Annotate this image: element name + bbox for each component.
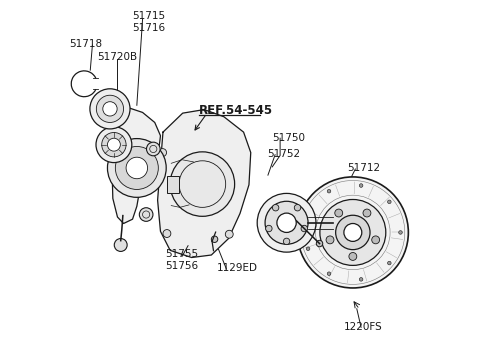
Text: 51712: 51712 xyxy=(348,163,381,173)
Circle shape xyxy=(108,138,120,151)
Polygon shape xyxy=(157,110,251,257)
Circle shape xyxy=(114,239,127,251)
Circle shape xyxy=(146,142,160,156)
Circle shape xyxy=(102,132,126,157)
Circle shape xyxy=(387,261,391,265)
Text: 1220FS: 1220FS xyxy=(344,322,383,332)
Circle shape xyxy=(327,272,331,275)
Text: 1129ED: 1129ED xyxy=(216,263,258,273)
Text: 51715: 51715 xyxy=(132,11,165,21)
Circle shape xyxy=(294,204,301,211)
Circle shape xyxy=(363,209,371,217)
Circle shape xyxy=(159,149,167,157)
Circle shape xyxy=(301,225,308,232)
Text: 51718: 51718 xyxy=(69,39,102,49)
Circle shape xyxy=(399,231,402,234)
Circle shape xyxy=(326,236,334,244)
Text: 51752: 51752 xyxy=(267,149,300,158)
Circle shape xyxy=(103,102,117,116)
Circle shape xyxy=(297,177,408,288)
Circle shape xyxy=(283,238,290,245)
Circle shape xyxy=(372,236,380,244)
Circle shape xyxy=(170,152,235,216)
Circle shape xyxy=(126,157,147,179)
Circle shape xyxy=(327,190,331,193)
Circle shape xyxy=(306,214,310,218)
Circle shape xyxy=(163,230,171,238)
Bar xyxy=(167,176,179,193)
Text: 51716: 51716 xyxy=(132,23,165,33)
Circle shape xyxy=(96,95,123,122)
Circle shape xyxy=(316,240,323,247)
Circle shape xyxy=(336,215,370,250)
Circle shape xyxy=(320,200,386,265)
Text: 51720B: 51720B xyxy=(96,52,137,62)
Circle shape xyxy=(344,223,362,242)
Circle shape xyxy=(277,213,296,232)
Text: 51755: 51755 xyxy=(165,249,198,259)
Circle shape xyxy=(360,278,363,281)
Circle shape xyxy=(272,204,279,211)
Polygon shape xyxy=(112,106,160,223)
Circle shape xyxy=(139,208,153,221)
Circle shape xyxy=(115,147,158,190)
Circle shape xyxy=(349,252,357,260)
Circle shape xyxy=(108,139,166,197)
Text: REF.54-545: REF.54-545 xyxy=(199,104,273,117)
Circle shape xyxy=(265,201,308,244)
Circle shape xyxy=(225,230,233,238)
Circle shape xyxy=(306,247,310,251)
Text: 51756: 51756 xyxy=(165,261,198,271)
Text: 51750: 51750 xyxy=(272,132,305,143)
Circle shape xyxy=(111,131,124,145)
Circle shape xyxy=(90,89,130,129)
Circle shape xyxy=(265,225,272,232)
Circle shape xyxy=(211,236,218,243)
Circle shape xyxy=(257,193,316,252)
Circle shape xyxy=(335,209,343,217)
Circle shape xyxy=(387,200,391,204)
Circle shape xyxy=(360,184,363,187)
Circle shape xyxy=(96,127,132,162)
